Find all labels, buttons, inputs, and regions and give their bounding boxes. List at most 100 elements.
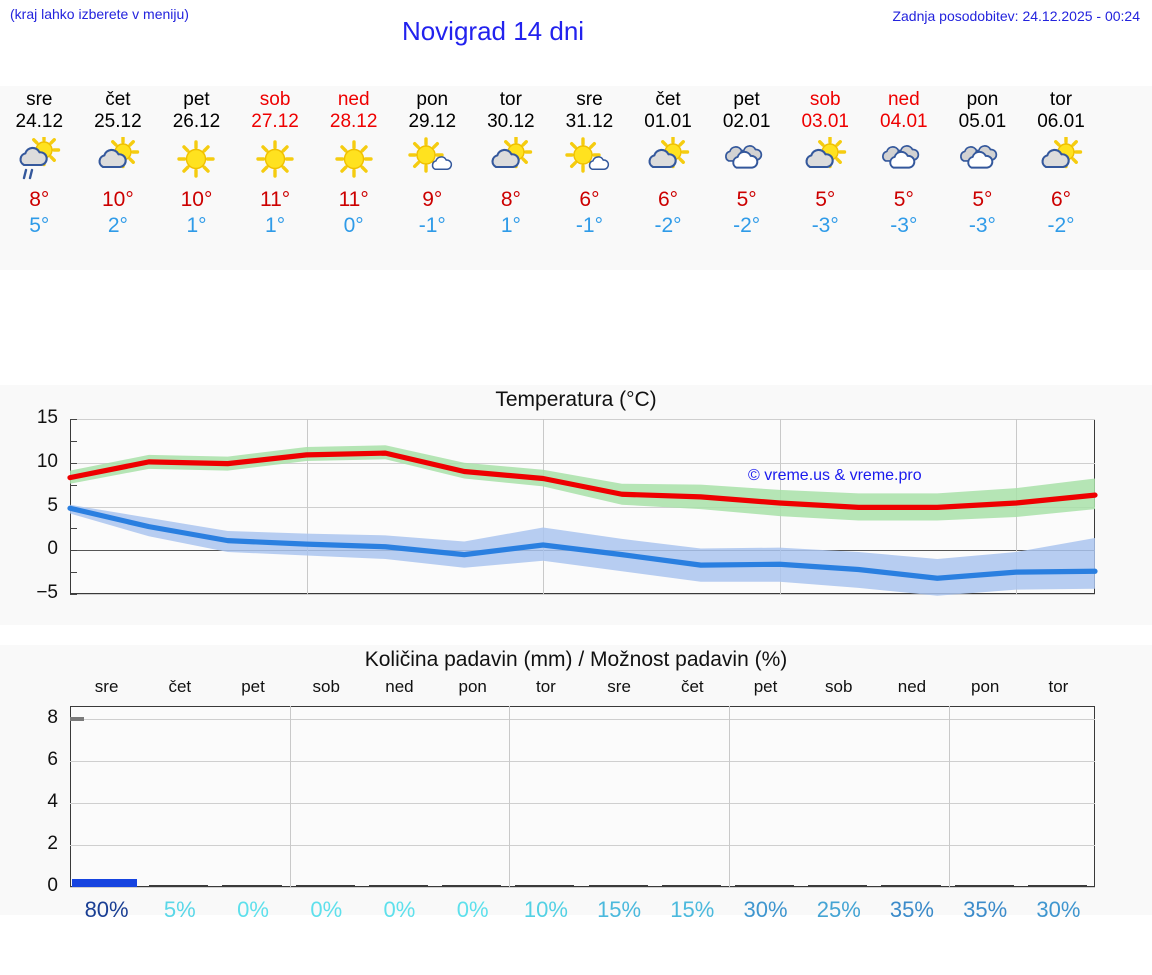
precipitation-day-label: pon [458, 677, 487, 696]
precipitation-day-label: čet [168, 677, 192, 696]
sun-cloud-icon [1022, 135, 1101, 183]
sun-cloud-icon [786, 135, 865, 183]
precipitation-probability-label: 0% [310, 897, 343, 922]
day-date-label: 31.12 [565, 111, 614, 132]
gridline [70, 718, 1095, 720]
day-of-week-label: ned [337, 89, 370, 110]
y-axis-tick-label: 0 [47, 538, 58, 560]
day-min-temp: 1° [265, 214, 286, 237]
precipitation-day-label: sob [825, 677, 853, 696]
day-max-temp: 10° [180, 188, 213, 211]
y-axis-minor-tick [70, 528, 77, 530]
cloudy-icon [943, 135, 1022, 183]
precipitation-day-label: tor [535, 677, 556, 696]
day-max-temp: 8° [29, 188, 50, 211]
gridline [70, 887, 1095, 888]
y-axis-minor-tick [70, 440, 77, 442]
day-of-week-label: sre [26, 89, 53, 110]
day-min-temp: -1° [418, 214, 446, 237]
precipitation-probability-label: 0% [383, 897, 416, 922]
forecast-day-column[interactable]: čet 01.01 6° -2° [629, 86, 708, 270]
precipitation-day-label: tor [1048, 677, 1069, 696]
menu-hint-text: (kraj lahko izberete v meniju) [10, 6, 189, 22]
forecast-day-column[interactable]: pon 05.01 5° -3° [943, 86, 1022, 270]
vertical-gridline [289, 706, 291, 887]
gridline [70, 419, 1095, 420]
day-of-week-label: pon [966, 89, 999, 110]
scale-top-marker [70, 716, 84, 721]
day-max-temp: 8° [500, 188, 521, 211]
precipitation-probability-label: 35% [889, 897, 934, 922]
day-max-temp: 6° [658, 188, 679, 211]
day-max-temp: 11° [259, 188, 291, 211]
gridline [70, 462, 1095, 464]
sun-smallcloud-icon [550, 135, 629, 183]
gridline [70, 844, 1095, 846]
precipitation-bar-empty[interactable] [222, 885, 282, 887]
vertical-gridline [728, 706, 730, 887]
precipitation-day-label: ned [385, 677, 414, 696]
precipitation-bar-empty[interactable] [734, 885, 795, 887]
precipitation-bar-empty[interactable] [661, 885, 721, 887]
precipitation-bar-empty[interactable] [1027, 885, 1087, 887]
forecast-day-column[interactable]: pet 26.12 10° 1° [157, 86, 236, 270]
precipitation-bar-empty[interactable] [954, 885, 1014, 887]
forecast-day-column[interactable]: sre 31.12 6° -1° [550, 86, 629, 270]
zero-gridline [70, 550, 1095, 552]
precipitation-bar[interactable] [72, 878, 138, 887]
precipitation-bar-empty[interactable] [808, 885, 868, 887]
precipitation-probability-label: 0% [456, 897, 489, 922]
forecast-day-column[interactable]: ned 28.12 11° 0° [314, 86, 393, 270]
forecast-day-column[interactable]: tor 30.12 8° 1° [472, 86, 551, 270]
gridline [70, 506, 1095, 508]
day-of-week-label: sob [259, 89, 291, 110]
y-axis-tick-label: 4 [47, 790, 58, 812]
precipitation-plot-area [70, 706, 1095, 887]
day-of-week-label: pon [416, 89, 449, 110]
precipitation-bar-empty[interactable] [368, 885, 429, 887]
forecast-day-list: sre 24.12 8° 5° čet 25.12 10° 2° pet 26.12 10° 1°… [0, 86, 1152, 270]
sun-cloud-rain-icon [0, 135, 79, 183]
day-min-temp: -2° [1047, 214, 1075, 237]
day-date-label: 24.12 [15, 111, 64, 132]
day-min-temp: 0° [343, 214, 364, 237]
precipitation-probability-label: 30% [743, 897, 788, 922]
vertical-gridline [948, 706, 950, 887]
y-axis-minor-tick [70, 550, 77, 552]
precipitation-bar-empty[interactable] [588, 885, 648, 887]
forecast-day-column[interactable]: ned 04.01 5° -3° [865, 86, 944, 270]
forecast-day-column[interactable]: sre 24.12 8° 5° [0, 86, 79, 270]
precipitation-probability-label: 80% [84, 897, 129, 922]
day-min-temp: -3° [811, 214, 839, 237]
precipitation-day-label: pet [753, 677, 778, 696]
forecast-day-column[interactable]: tor 06.01 6° -2° [1022, 86, 1101, 270]
sun-cloud-icon [79, 135, 158, 183]
day-of-week-label: tor [499, 89, 522, 110]
precipitation-day-label: sob [312, 677, 340, 696]
y-axis-tick-label: 2 [47, 832, 58, 854]
forecast-strip: sre 24.12 8° 5° čet 25.12 10° 2° pet 26.12 10° 1°… [0, 86, 1152, 270]
forecast-day-column[interactable]: sob 27.12 11° 1° [236, 86, 315, 270]
precipitation-bar-empty[interactable] [881, 885, 941, 887]
day-of-week-label: tor [1049, 89, 1073, 110]
y-axis-tick-label: 8 [47, 706, 58, 728]
day-date-label: 04.01 [880, 111, 928, 132]
forecast-day-column[interactable]: pon 29.12 9° -1° [393, 86, 472, 270]
forecast-day-column[interactable]: sob 03.01 5° -3° [786, 86, 865, 270]
page-header: (kraj lahko izberete v meniju) Novigrad … [0, 0, 1152, 62]
day-of-week-label: pet [183, 89, 210, 110]
day-max-temp: 6° [1050, 188, 1072, 211]
forecast-day-column[interactable]: čet 25.12 10° 2° [79, 86, 158, 270]
sun-cloud-icon [472, 135, 551, 183]
precipitation-probability-label: 15% [597, 897, 642, 922]
precipitation-bar-empty[interactable] [295, 885, 355, 887]
day-max-temp: 11° [338, 188, 369, 211]
day-max-temp: 6° [579, 188, 600, 211]
day-date-label: 30.12 [487, 111, 535, 132]
day-date-label: 03.01 [801, 111, 849, 132]
day-date-label: 26.12 [172, 111, 221, 132]
precipitation-bar-empty[interactable] [515, 885, 575, 887]
forecast-day-column[interactable]: pet 02.01 5° -2° [707, 86, 786, 270]
precipitation-bar-empty[interactable] [442, 885, 502, 887]
precipitation-bar-empty[interactable] [149, 885, 209, 887]
